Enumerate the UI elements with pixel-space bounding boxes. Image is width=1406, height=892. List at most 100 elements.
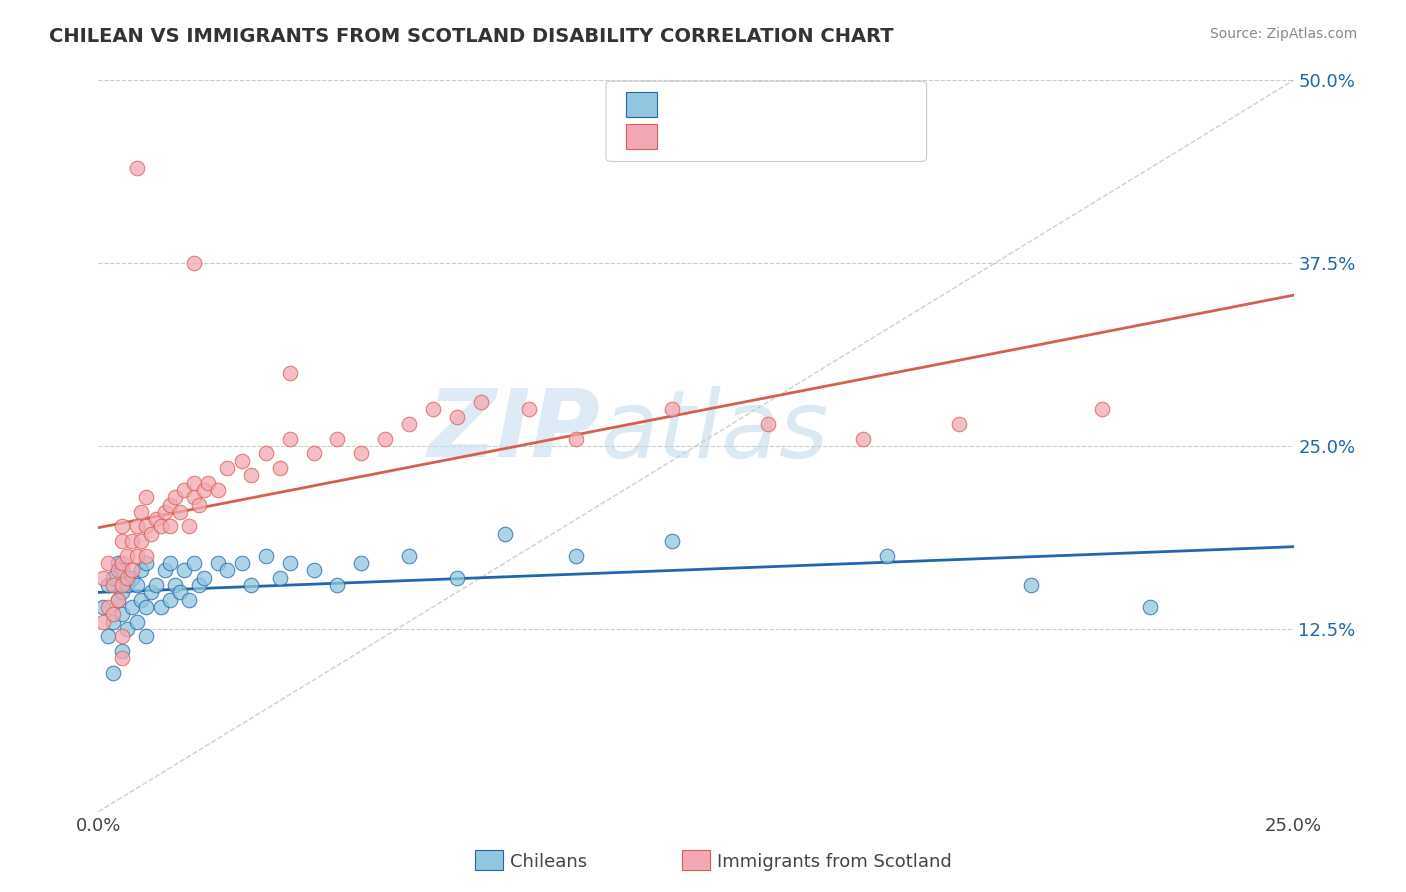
Point <box>125 161 148 175</box>
Point <box>1091 402 1114 417</box>
Point <box>159 556 181 570</box>
Point <box>121 534 143 549</box>
Point <box>135 490 157 504</box>
Point <box>107 592 129 607</box>
Point <box>91 615 114 629</box>
Point <box>179 519 201 533</box>
Point <box>350 446 373 460</box>
Point <box>111 563 134 577</box>
Point <box>135 549 157 563</box>
Text: ZIP: ZIP <box>427 385 600 477</box>
Point <box>217 563 239 577</box>
Point <box>179 592 201 607</box>
Point <box>326 578 349 592</box>
Point <box>131 505 153 519</box>
Point <box>149 519 172 533</box>
Text: R = 0.388    N = 62: R = 0.388 N = 62 <box>665 127 872 146</box>
Point <box>101 665 124 680</box>
Point <box>107 592 129 607</box>
Point <box>661 402 683 417</box>
Point <box>470 395 492 409</box>
Point <box>115 578 138 592</box>
Point <box>398 549 420 563</box>
Point <box>254 446 277 460</box>
Point <box>111 629 134 643</box>
Point <box>97 629 120 643</box>
Point <box>565 549 588 563</box>
Point <box>183 475 205 490</box>
Point <box>111 651 134 665</box>
Text: R = 0.076    N = 54: R = 0.076 N = 54 <box>665 95 872 114</box>
Point <box>131 534 153 549</box>
Point <box>111 556 134 570</box>
Point <box>398 417 420 431</box>
Point <box>125 549 148 563</box>
Point <box>101 578 124 592</box>
Text: atlas: atlas <box>600 386 828 477</box>
Point <box>302 563 325 577</box>
Point <box>1019 578 1042 592</box>
Point <box>163 578 186 592</box>
Point <box>197 475 219 490</box>
Point <box>159 498 181 512</box>
Point <box>269 461 291 475</box>
Point <box>159 592 181 607</box>
Point <box>278 432 301 446</box>
Text: Chileans: Chileans <box>510 853 588 871</box>
Point <box>183 490 205 504</box>
Point <box>111 585 134 599</box>
Point <box>183 556 205 570</box>
Point <box>111 534 134 549</box>
Text: Source: ZipAtlas.com: Source: ZipAtlas.com <box>1209 27 1357 41</box>
Point <box>207 483 229 497</box>
Point <box>240 468 263 483</box>
Point <box>948 417 970 431</box>
Point <box>254 549 277 563</box>
Point <box>115 622 138 636</box>
Point <box>756 417 779 431</box>
Point <box>187 578 209 592</box>
Point <box>240 578 263 592</box>
Point <box>97 599 120 614</box>
Point <box>661 534 683 549</box>
Point <box>169 585 191 599</box>
Point <box>139 585 162 599</box>
Point <box>107 563 129 577</box>
Point <box>115 571 138 585</box>
Point <box>101 607 124 622</box>
Point <box>115 549 138 563</box>
Point <box>517 402 540 417</box>
Point <box>422 402 444 417</box>
Point <box>125 578 148 592</box>
Point <box>107 556 129 570</box>
Point <box>155 505 177 519</box>
Point <box>121 563 143 577</box>
Point <box>302 446 325 460</box>
Point <box>565 432 588 446</box>
Point <box>183 256 205 270</box>
Point <box>111 607 134 622</box>
Point <box>207 556 229 570</box>
Point <box>125 615 148 629</box>
Point <box>101 615 124 629</box>
Point <box>145 512 167 526</box>
Point <box>173 563 195 577</box>
Point <box>1139 599 1161 614</box>
Point <box>173 483 195 497</box>
Point <box>135 556 157 570</box>
Point <box>111 644 134 658</box>
Point <box>269 571 291 585</box>
Point <box>139 526 162 541</box>
Point <box>852 432 875 446</box>
Point <box>494 526 516 541</box>
Point <box>91 599 114 614</box>
Point <box>278 366 301 380</box>
Point <box>163 490 186 504</box>
Point <box>91 571 114 585</box>
Point <box>217 461 239 475</box>
Point <box>111 519 134 533</box>
Point <box>145 578 167 592</box>
Point <box>193 571 215 585</box>
Point <box>101 571 124 585</box>
Point <box>111 578 134 592</box>
